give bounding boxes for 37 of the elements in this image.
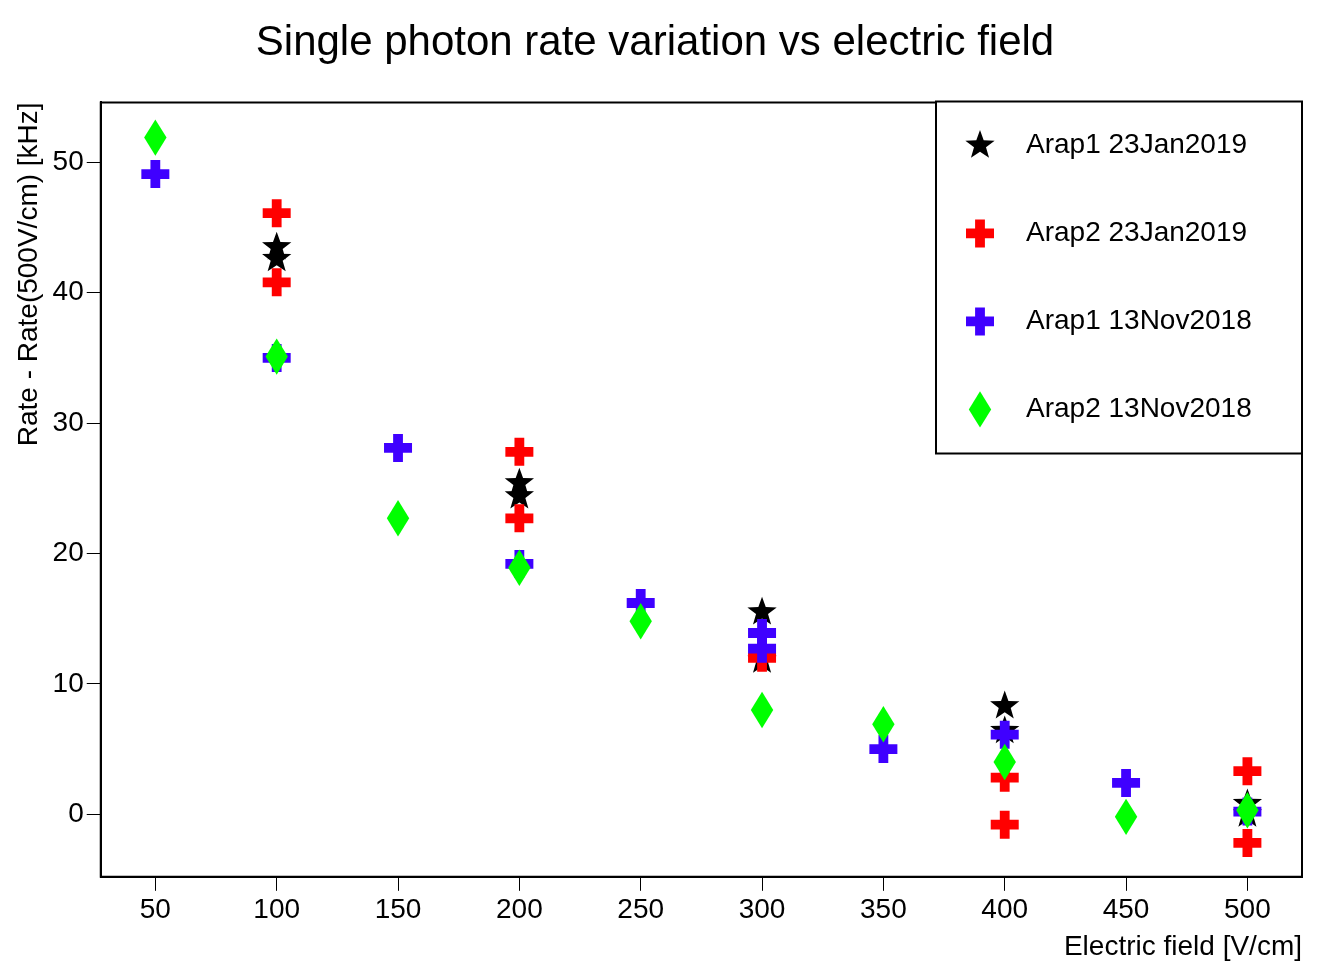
y-tick-label: 20 xyxy=(52,536,84,568)
point xyxy=(141,160,170,189)
point xyxy=(747,596,777,625)
point xyxy=(262,268,291,297)
x-tick-label: 450 xyxy=(1102,893,1150,925)
y-axis-title: Rate - Rate(500V/cm) [kHz] xyxy=(11,102,43,447)
y-tick-label: 10 xyxy=(52,666,84,698)
point xyxy=(990,690,1020,719)
y-tick-label: 40 xyxy=(52,275,84,307)
point xyxy=(1233,757,1262,786)
legend-label: Arap1 23Jan2019 xyxy=(1026,128,1248,160)
x-tick-label: 100 xyxy=(253,893,301,925)
x-tick-label: 400 xyxy=(981,893,1029,925)
point xyxy=(505,437,534,466)
legend-label: Arap1 13Nov2018 xyxy=(1026,304,1252,336)
x-tick-label: 500 xyxy=(1224,893,1271,925)
y-tick-label: 50 xyxy=(52,145,84,177)
chart-title: Single photon rate variation vs electric field xyxy=(255,16,1055,64)
x-tick-label: 300 xyxy=(738,893,786,925)
point xyxy=(990,720,1019,749)
legend-label: Arap2 23Jan2019 xyxy=(1026,216,1248,248)
x-tick-label: 200 xyxy=(496,893,543,925)
point xyxy=(384,433,413,462)
point xyxy=(869,735,898,764)
x-axis-title: Electric field [V/cm] xyxy=(1063,929,1302,961)
point xyxy=(1233,828,1262,857)
point xyxy=(1112,768,1141,797)
x-tick-label: 50 xyxy=(139,893,171,925)
y-tick-label: 0 xyxy=(68,796,84,828)
x-tick-label: 250 xyxy=(617,893,665,925)
x-tick-label: 150 xyxy=(374,893,422,925)
legend-label: Arap2 13Nov2018 xyxy=(1026,392,1252,424)
point xyxy=(262,199,291,228)
point xyxy=(990,810,1019,839)
y-tick-label: 30 xyxy=(52,405,84,437)
x-tick-label: 350 xyxy=(860,893,907,925)
point xyxy=(505,504,534,533)
